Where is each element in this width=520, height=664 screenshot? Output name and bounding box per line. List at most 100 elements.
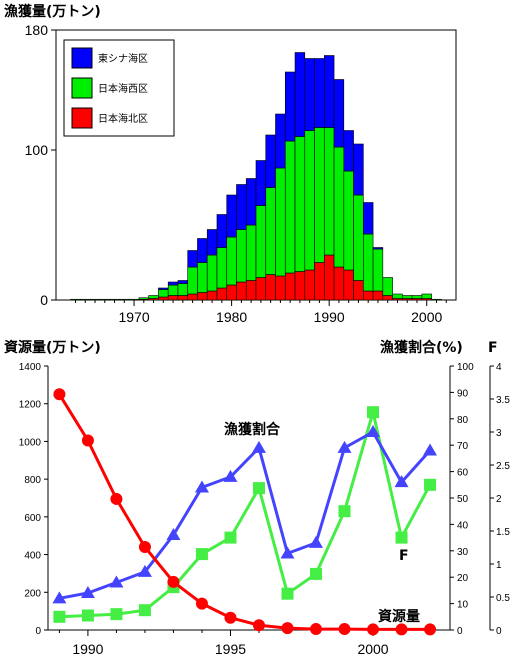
- ratio-point-1994: [194, 480, 209, 493]
- f-axis-title: F: [488, 340, 498, 356]
- stock-point-2000: [367, 623, 380, 636]
- ratio-point-2000: [366, 425, 381, 437]
- stock-point-1995: [224, 611, 237, 624]
- bar-1985-s2: [275, 113, 286, 169]
- bar-1964-s1: [70, 298, 81, 301]
- y-tick-label: 180: [25, 22, 49, 38]
- bar-1995-s2: [372, 247, 384, 250]
- bar-1982-s2: [245, 178, 257, 226]
- x-tick-label: 1980: [216, 309, 247, 325]
- r2-tick-label: 3: [496, 428, 502, 439]
- bar-1979-s1: [216, 247, 228, 289]
- bar-1974-s0: [167, 295, 179, 301]
- bar-1973-s0: [158, 296, 169, 301]
- bar-1980-s2: [226, 194, 237, 238]
- bar-1992-s0: [343, 269, 354, 301]
- r1-tick-label: 50: [457, 494, 469, 505]
- r1-tick-label: 20: [457, 573, 469, 584]
- ratio-point-1992: [137, 564, 152, 577]
- r1-tick-label: 90: [457, 388, 469, 399]
- bar-1985-s0: [275, 275, 286, 301]
- y-tick-label: 0: [40, 292, 48, 308]
- r1-tick-label: 70: [457, 441, 469, 452]
- legend-label-0: 日本海北区: [98, 112, 148, 125]
- r2-tick-label: 4: [496, 362, 502, 373]
- r1-tick-label: 0: [457, 626, 463, 637]
- f-point-2001: [395, 531, 408, 544]
- bar-1995-s0: [372, 290, 384, 301]
- bar-1989-s2: [314, 58, 325, 128]
- bar-1986-s0: [284, 272, 296, 301]
- ratio-point-1991: [109, 575, 124, 588]
- bar-1982-s0: [245, 280, 257, 301]
- bar-1968-s1: [109, 298, 120, 301]
- bar-1973-s1: [158, 289, 169, 298]
- catch-ratio-label: 漁獲割合: [224, 421, 281, 438]
- bar-1967-s1: [99, 298, 110, 301]
- left-tick-label: 200: [24, 588, 41, 599]
- ratio-point-1997: [280, 546, 295, 559]
- bar-1991-s2: [333, 79, 345, 148]
- bar-1995-s1: [372, 248, 384, 292]
- bar-1993-s2: [353, 143, 364, 196]
- bar-1993-s1: [353, 194, 364, 281]
- bar-1990-s2: [323, 55, 335, 128]
- legend-swatch-1: [71, 77, 93, 99]
- f-point-1999: [338, 505, 351, 518]
- bar-1978-s2: [206, 229, 218, 256]
- ratio-point-1993: [166, 527, 181, 540]
- f-point-1992: [138, 604, 151, 617]
- x-tick-label: 2000: [357, 641, 388, 657]
- ratio-point-2001: [394, 475, 409, 488]
- left-tick-label: 1200: [19, 400, 42, 411]
- r1-tick-label: 30: [457, 547, 469, 558]
- bar-1988-s0: [304, 269, 315, 301]
- r2-tick-label: 2: [496, 494, 502, 505]
- bar-1983-s1: [255, 205, 267, 278]
- bar-1996-s1: [382, 277, 393, 296]
- f-point-2002: [424, 478, 437, 491]
- r2-tick-label: 0.5: [496, 593, 510, 604]
- bar-1975-s0: [177, 295, 189, 301]
- r1-tick-label: 100: [457, 362, 474, 373]
- stock-point-1989: [53, 388, 66, 401]
- bar-1984-s1: [265, 187, 276, 275]
- bar-1988-s2: [304, 58, 315, 131]
- legend-label-2: 東シナ海区: [98, 52, 148, 65]
- bar-1978-s1: [206, 254, 218, 292]
- x-tick-label: 1990: [314, 309, 345, 325]
- bar-1998-s1: [402, 295, 413, 299]
- ratio-point-2002: [423, 443, 438, 456]
- legend-swatch-0: [71, 107, 93, 129]
- stock-point-1997: [281, 622, 294, 635]
- stock-point-2001: [395, 623, 408, 636]
- r2-tick-label: 2.5: [496, 461, 510, 472]
- bar-1979-s0: [216, 287, 228, 301]
- stock-point-1994: [195, 597, 208, 610]
- bar-1986-s1: [284, 140, 296, 274]
- stock-point-1990: [81, 434, 94, 447]
- bar-1974-s2: [167, 281, 179, 286]
- bar-1994-s2: [363, 202, 374, 235]
- bar-1993-s0: [353, 280, 364, 301]
- catch-chart-title: 漁獲量(万トン): [4, 3, 101, 20]
- bar-1982-s1: [245, 224, 257, 281]
- f-point-1998: [310, 567, 322, 580]
- f-ticks: 0 0.5 1 1.5 2 2.5 3 3.5 4: [490, 362, 510, 637]
- f-point-2000: [367, 406, 380, 419]
- stock-point-1996: [252, 619, 265, 632]
- f-point-1996: [252, 482, 265, 495]
- r2-tick-label: 0: [496, 626, 502, 637]
- bar-1980-s0: [226, 284, 237, 301]
- r2-tick-label: 1: [496, 560, 502, 571]
- catch-ratio-ticks: 0 10 20 30 40 50 60 70 80 90 100: [450, 362, 474, 637]
- bar-1987-s0: [294, 271, 306, 301]
- ratio-point-1990: [80, 586, 95, 599]
- stock-y-ticks: 0 200 400 600 800 1000 1200 1400: [19, 362, 48, 637]
- f-point-1990: [81, 609, 94, 622]
- x-tick-label: 1990: [72, 641, 103, 657]
- catch-x-axis: 1970 1980 1990 2000: [75, 300, 447, 325]
- bar-1977-s2: [197, 238, 208, 263]
- left-tick-label: 1000: [19, 437, 42, 448]
